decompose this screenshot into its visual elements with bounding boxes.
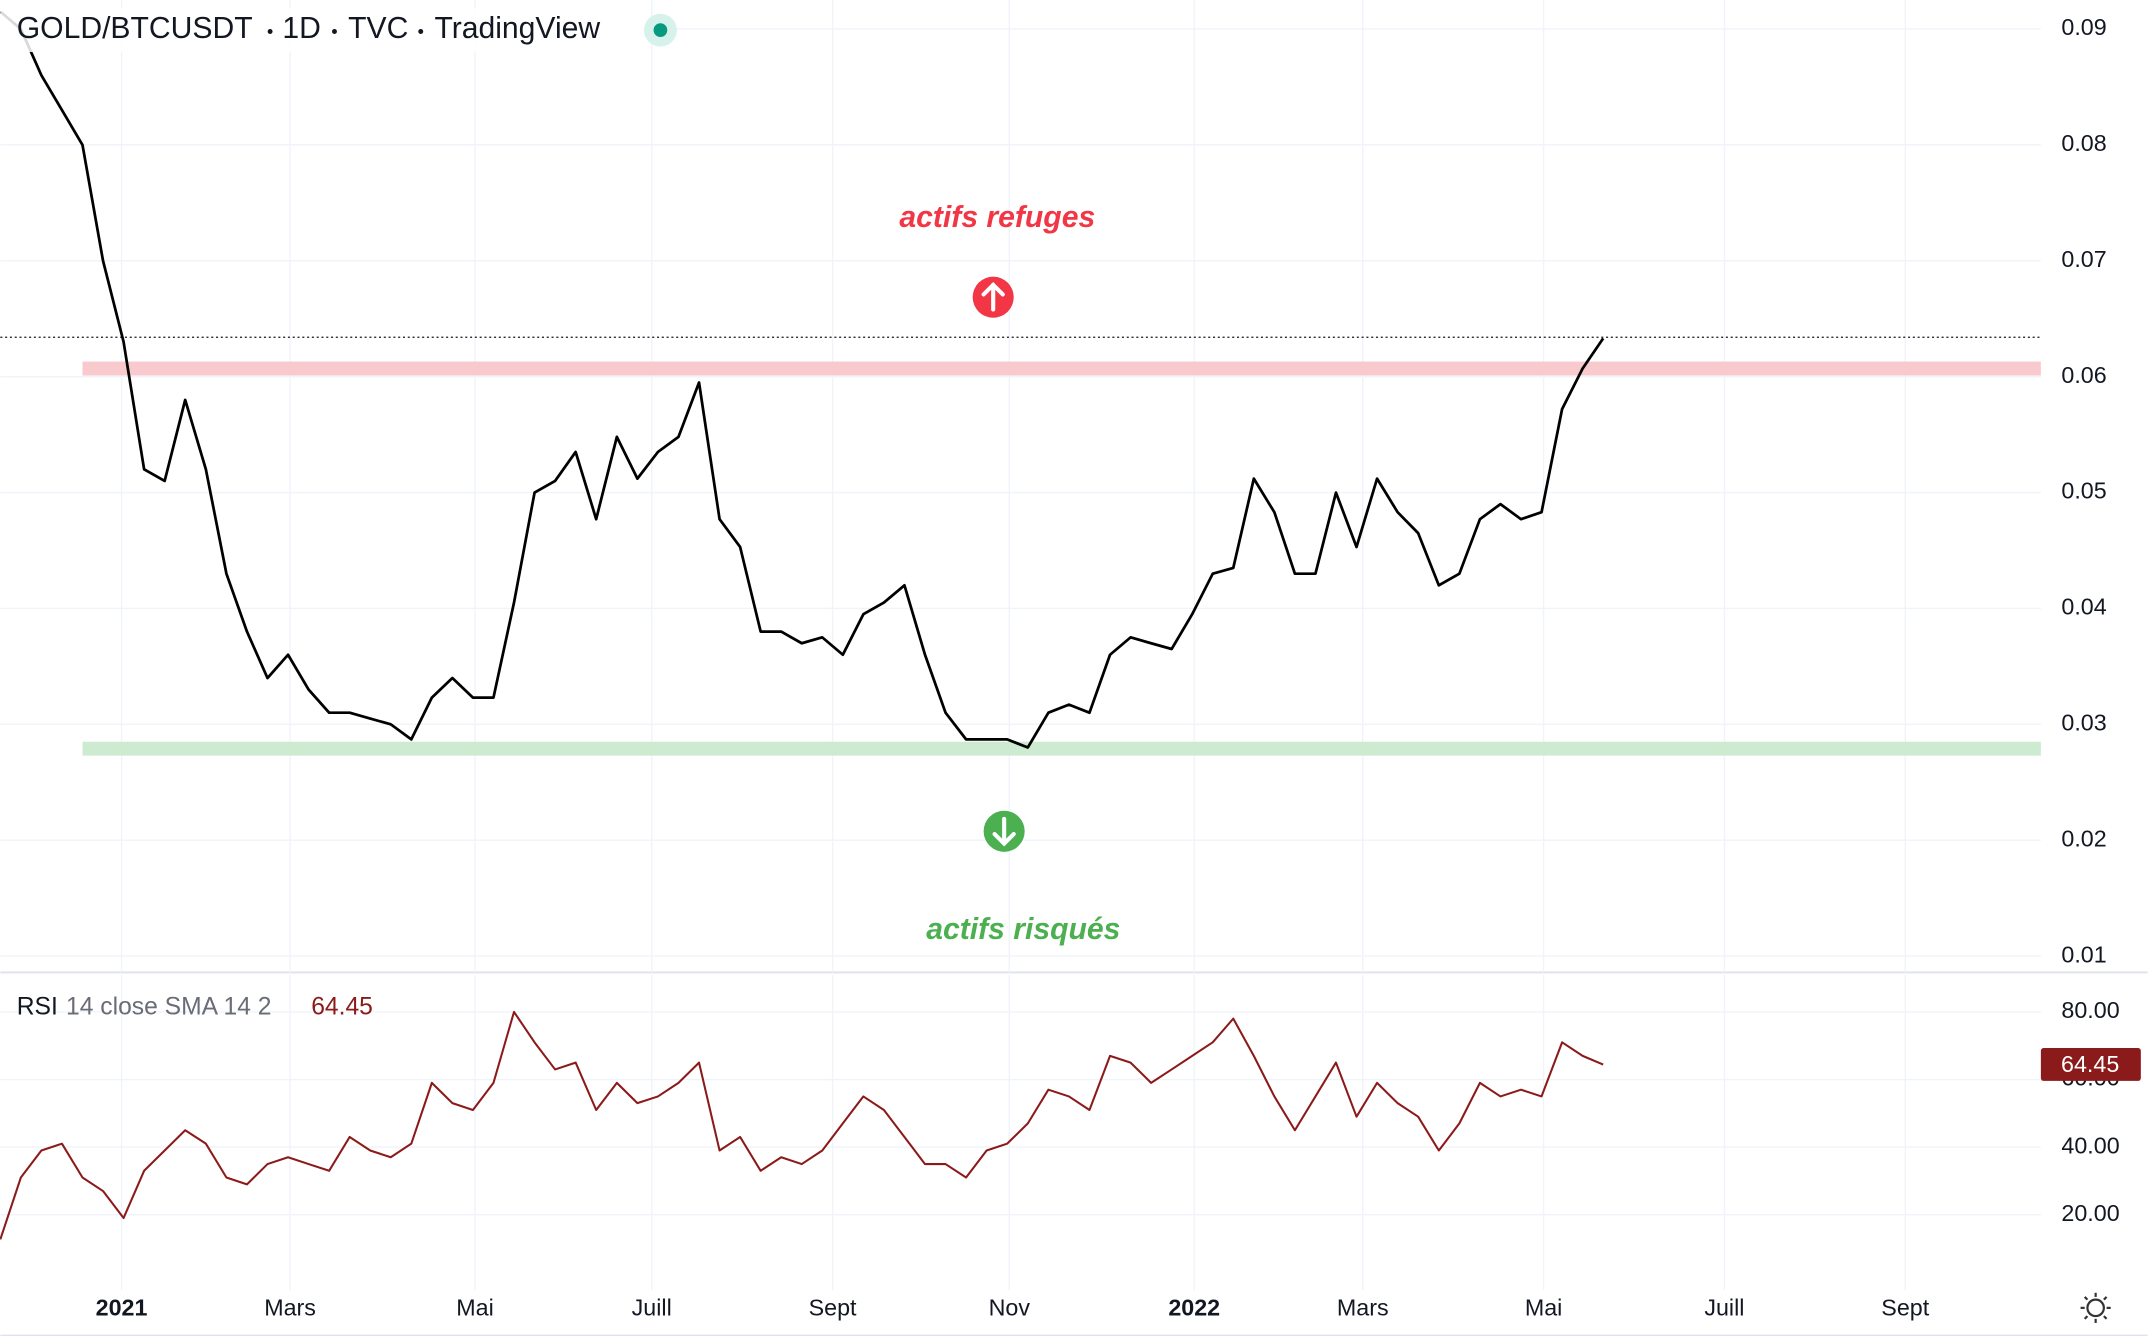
status-dot[interactable] bbox=[653, 23, 668, 37]
rsi-line bbox=[0, 1010, 1604, 1240]
y-tick-label: 0.07 bbox=[2061, 246, 2106, 272]
x-tick-label: Mai bbox=[456, 1294, 494, 1320]
overlay: GOLD/BTCUSDT 1D TVC TradingView RSI 14 c… bbox=[0, 8, 1120, 1020]
y-tick-label: 0.09 bbox=[2061, 14, 2106, 40]
x-tick-label: Mars bbox=[264, 1294, 316, 1320]
x-tick-label: Juill bbox=[1704, 1294, 1744, 1320]
x-tick-label: 2022 bbox=[1168, 1294, 1220, 1320]
annotation: actifs risqués bbox=[926, 913, 1120, 946]
x-tick-label: 2021 bbox=[96, 1294, 148, 1320]
y-tick-label: 0.03 bbox=[2061, 709, 2106, 735]
x-tick-label: Mai bbox=[1525, 1294, 1563, 1320]
last-value-label: 64.45 bbox=[2061, 1051, 2119, 1077]
y-tick-label: 20.00 bbox=[2061, 1200, 2119, 1226]
x-tick-label: Sept bbox=[809, 1294, 857, 1320]
last-value-badge bbox=[2040, 1048, 2141, 1081]
annotation: actifs refuges bbox=[899, 201, 1095, 234]
gear-icon[interactable] bbox=[2080, 1292, 2111, 1323]
rsi-value: 64.45 bbox=[311, 993, 373, 1020]
rsi-title: RSI bbox=[17, 993, 58, 1020]
y-tick-label: 0.02 bbox=[2061, 825, 2106, 851]
up-arrow-glyph bbox=[981, 281, 1005, 312]
interval: 1D bbox=[282, 12, 321, 45]
zone bbox=[82, 741, 2041, 756]
down-arrow-glyph bbox=[992, 816, 1016, 847]
x-tick-label: Nov bbox=[989, 1294, 1031, 1320]
source: TVC bbox=[348, 12, 408, 45]
x-tick-label: Juill bbox=[632, 1294, 672, 1320]
y-tick-label: 80.00 bbox=[2061, 997, 2119, 1023]
x-tick-label: Sept bbox=[1881, 1294, 1929, 1320]
y-tick-label: 0.08 bbox=[2061, 130, 2106, 156]
price-line bbox=[0, 10, 1605, 749]
y-tick-label: 0.01 bbox=[2061, 941, 2106, 967]
header-backdrop bbox=[0, 8, 644, 53]
zone bbox=[82, 361, 2041, 376]
rsi-params: 14 close SMA 14 2 bbox=[66, 993, 271, 1020]
y-tick-label: 0.04 bbox=[2061, 594, 2106, 620]
y-tick-label: 0.05 bbox=[2061, 478, 2106, 504]
separator bbox=[418, 29, 424, 34]
platform: TradingView bbox=[434, 12, 600, 45]
separator bbox=[267, 29, 273, 34]
x-tick-label: Mars bbox=[1337, 1294, 1389, 1320]
symbol: GOLD/BTCUSDT bbox=[17, 12, 253, 45]
y-tick-label: 0.06 bbox=[2061, 362, 2106, 388]
separator bbox=[332, 29, 337, 34]
y-tick-label: 40.00 bbox=[2061, 1132, 2119, 1158]
